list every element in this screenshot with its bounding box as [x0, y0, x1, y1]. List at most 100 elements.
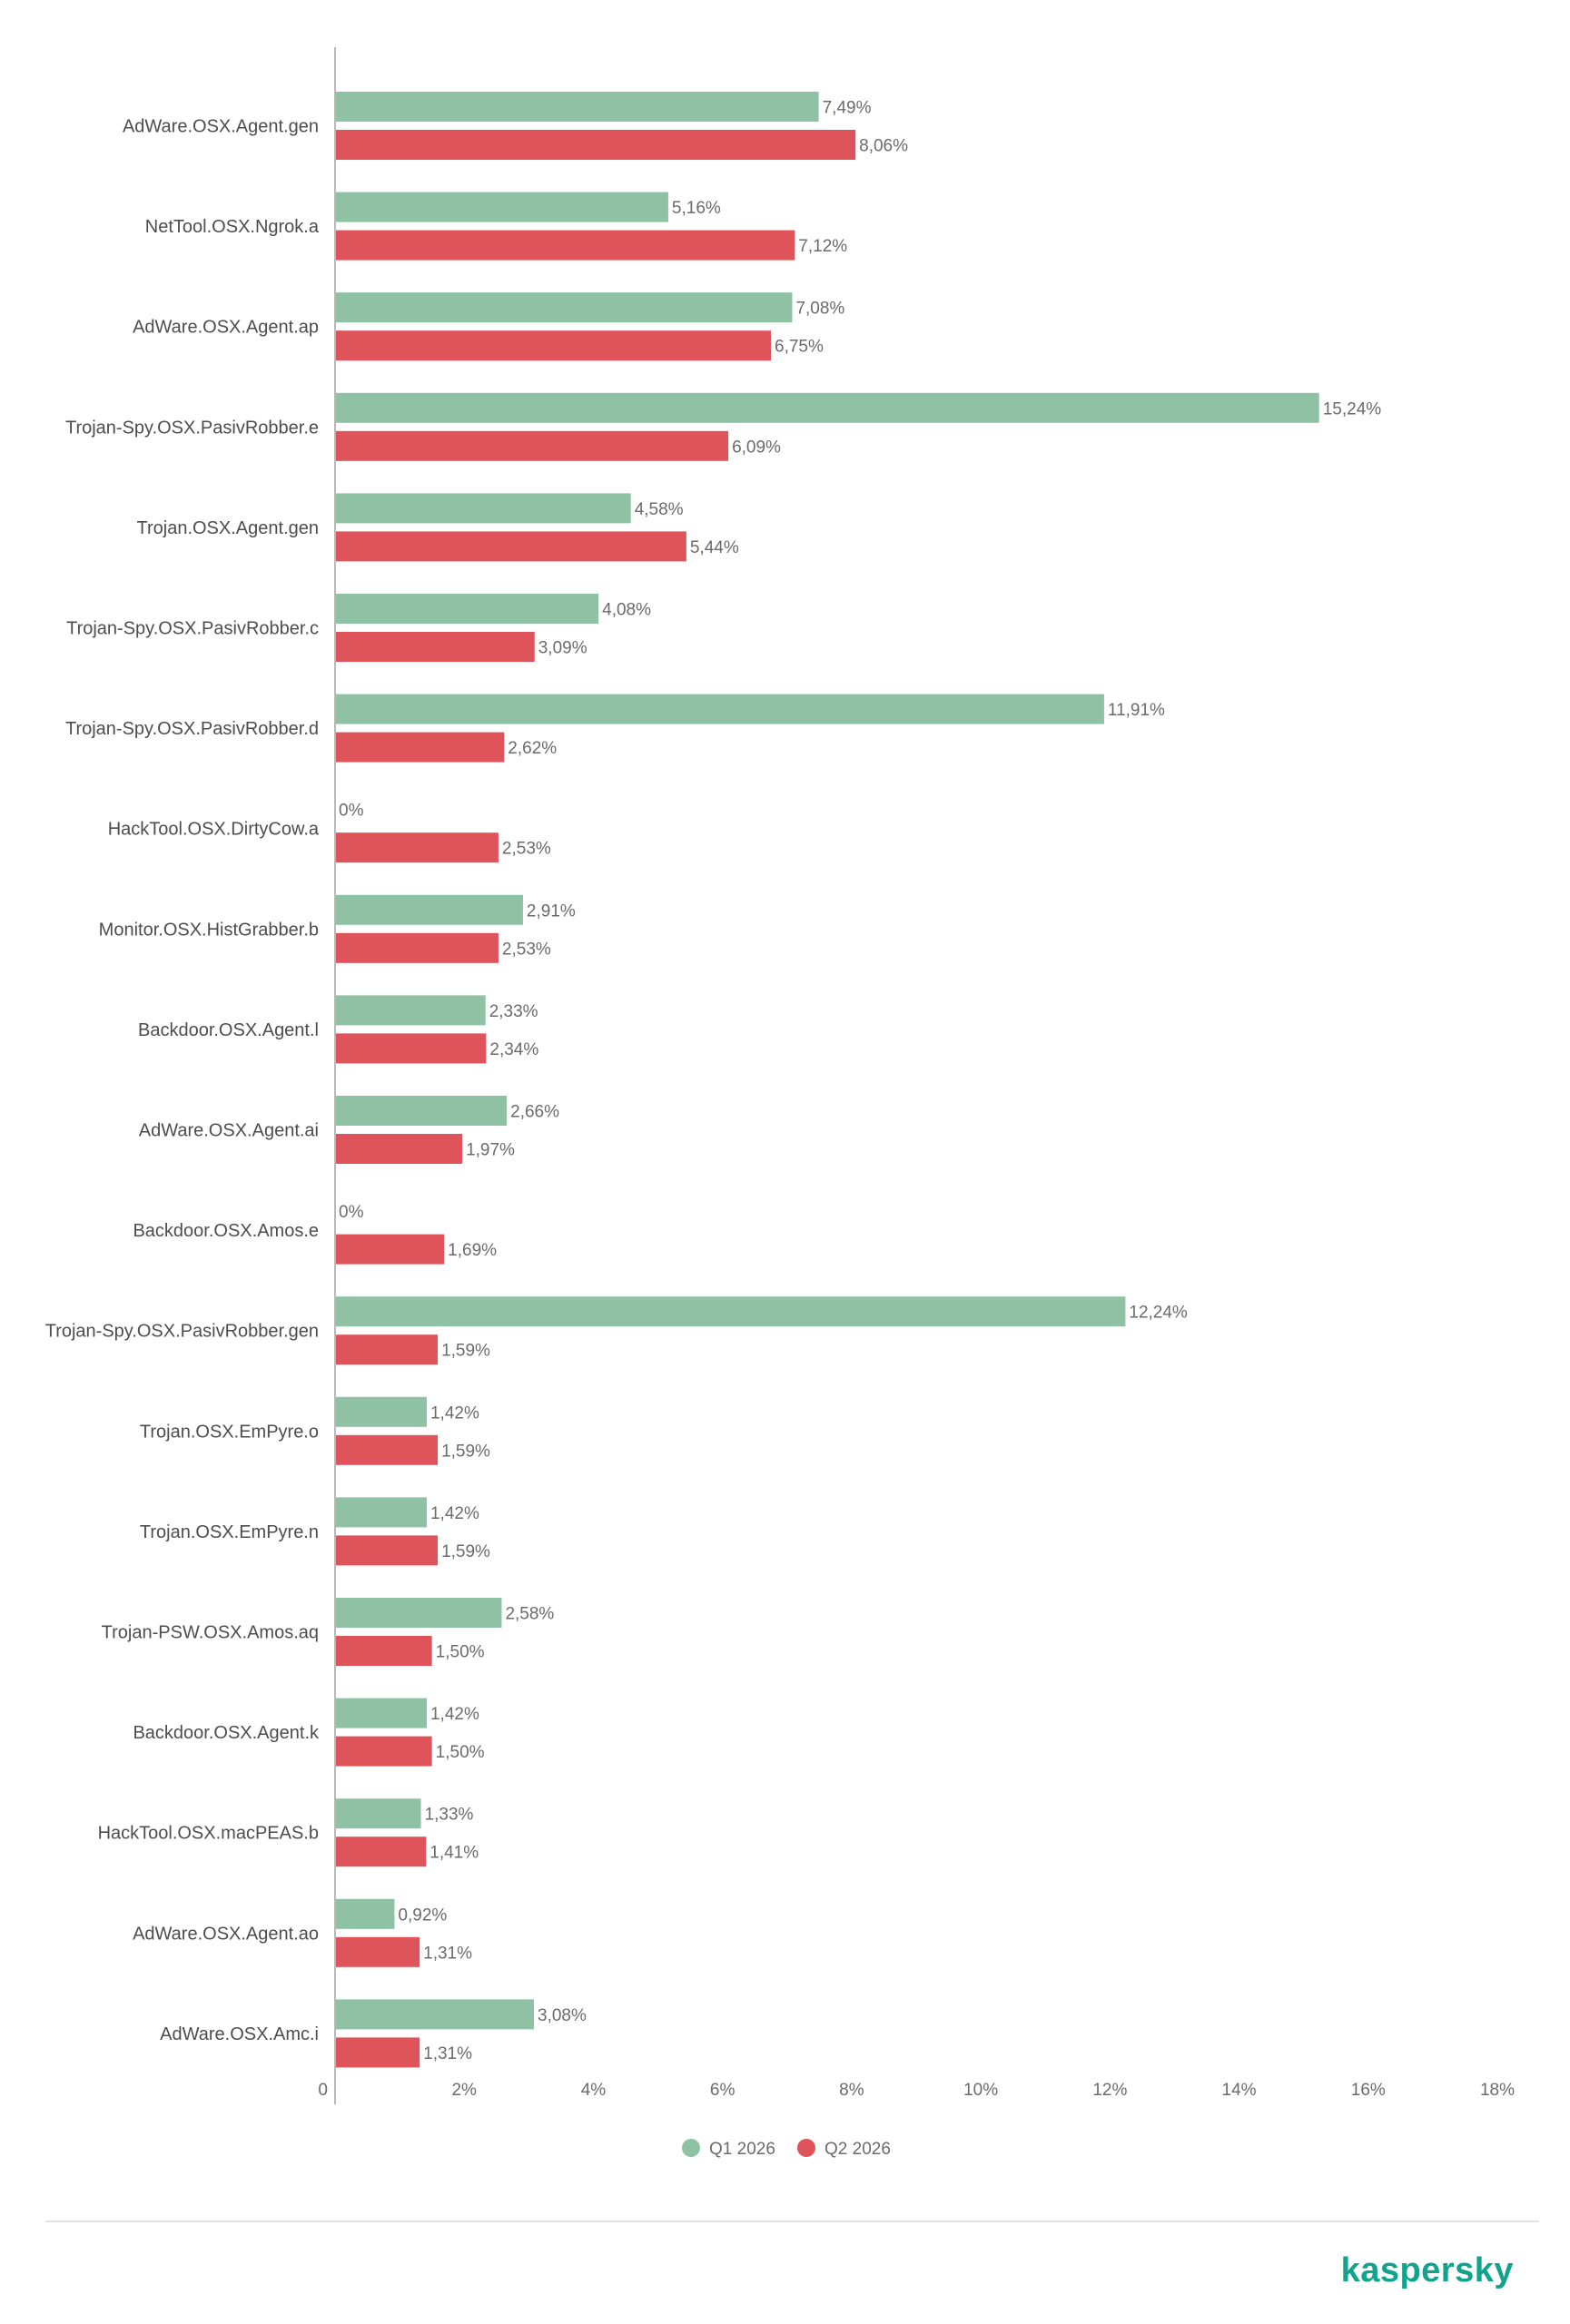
bar-q2	[335, 1334, 439, 1365]
data-label: 4,08%	[602, 601, 651, 620]
data-label: 6,09%	[732, 438, 781, 457]
category-label: Backdoor.OSX.Amos.e	[133, 1221, 319, 1241]
x-tick-label: 6%	[710, 2081, 736, 2100]
bars-layer	[335, 92, 1319, 2068]
data-label: 3,09%	[538, 639, 588, 658]
x-tick-label: 10%	[963, 2081, 998, 2100]
bar-q2	[335, 1434, 439, 1465]
x-tick-label: 0	[318, 2081, 328, 2100]
data-label: 1,50%	[436, 1643, 485, 1662]
category-label: Trojan.OSX.Agent.gen	[137, 518, 320, 538]
data-label: 1,69%	[448, 1241, 497, 1260]
data-label: 1,50%	[436, 1743, 485, 1762]
data-label: 0%	[339, 1203, 364, 1222]
category-label: AdWare.OSX.Agent.gen	[123, 117, 319, 137]
bar-q1	[335, 493, 631, 524]
legend-swatch-q2	[797, 2139, 815, 2157]
category-label: Backdoor.OSX.Agent.k	[133, 1723, 320, 1743]
bar-q2	[335, 1736, 432, 1767]
category-label: Trojan-Spy.OSX.PasivRobber.d	[65, 719, 319, 739]
bar-q2	[335, 330, 771, 361]
bar-q1	[335, 894, 523, 925]
category-label: AdWare.OSX.Agent.ao	[133, 1924, 319, 1944]
category-label: AdWare.OSX.Agent.ap	[133, 318, 319, 338]
data-label: 1,31%	[423, 2044, 472, 2063]
data-label: 6,75%	[775, 338, 824, 357]
category-label: Trojan-Spy.OSX.PasivRobber.gen	[45, 1322, 319, 1342]
data-label: 1,59%	[441, 1442, 490, 1461]
category-label: Monitor.OSX.HistGrabber.b	[99, 920, 319, 940]
data-label: 8,06%	[859, 137, 908, 156]
kaspersky-logo: kaspersky	[1340, 2251, 1514, 2290]
data-label: 1,97%	[466, 1141, 515, 1160]
data-label: 7,08%	[795, 300, 844, 319]
bar-q2	[335, 2037, 420, 2068]
bar-q1	[335, 1898, 395, 1929]
data-label: 1,42%	[430, 1403, 479, 1423]
x-tick-label: 2%	[451, 2081, 477, 2100]
data-label: 1,42%	[430, 1705, 479, 1724]
bar-q1	[335, 1698, 427, 1728]
data-label: 2,33%	[489, 1002, 538, 1021]
legend-swatch-q1	[682, 2139, 700, 2157]
data-label: 12,24%	[1129, 1304, 1188, 1323]
category-label: Trojan.OSX.EmPyre.n	[140, 1522, 319, 1542]
bar-q2	[335, 1234, 445, 1265]
data-label: 2,91%	[527, 901, 576, 921]
data-label: 0%	[339, 802, 364, 821]
bar-q1	[335, 1598, 502, 1628]
data-label: 7,12%	[798, 237, 847, 256]
data-label: 5,44%	[690, 538, 739, 557]
category-label: Trojan-Spy.OSX.PasivRobber.c	[66, 619, 319, 639]
bar-q1	[335, 1798, 421, 1829]
x-tick-label: 12%	[1092, 2081, 1127, 2100]
bar-q2	[335, 932, 499, 963]
bar-q1	[335, 594, 599, 624]
data-label: 1,59%	[441, 1542, 490, 1561]
bar-q2	[335, 130, 856, 160]
x-tick-label: 8%	[839, 2081, 864, 2100]
footer-divider	[45, 2221, 1539, 2222]
bar-q1	[335, 694, 1104, 724]
legend-label-q2: Q2 2026	[824, 2140, 891, 2159]
data-label: 0,92%	[398, 1905, 447, 1925]
bar-q1	[335, 1396, 427, 1427]
bar-q1	[335, 1096, 508, 1126]
category-label: HackTool.OSX.macPEAS.b	[98, 1824, 319, 1844]
data-label: 2,53%	[502, 940, 551, 959]
data-label: 1,33%	[425, 1806, 474, 1825]
data-label: 3,08%	[538, 2006, 587, 2025]
bar-q1	[335, 1296, 1126, 1327]
bar-q2	[335, 1033, 487, 1064]
data-label: 1,41%	[430, 1844, 479, 1863]
x-tick-label: 4%	[581, 2081, 607, 2100]
legend: Q1 2026 Q2 2026	[682, 2139, 891, 2159]
data-label: 1,42%	[430, 1504, 479, 1523]
data-label: 7,49%	[823, 99, 872, 118]
bar-q2	[335, 832, 499, 863]
category-label: Trojan-Spy.OSX.PasivRobber.e	[65, 418, 319, 438]
x-tick-label: 14%	[1222, 2081, 1257, 2100]
data-label: 4,58%	[635, 500, 684, 519]
bar-q2	[335, 1837, 427, 1867]
bar-q2	[335, 1134, 463, 1164]
x-tick-label: 18%	[1480, 2081, 1515, 2100]
category-label: AdWare.OSX.Amc.i	[160, 2024, 319, 2044]
category-label: NetTool.OSX.Ngrok.a	[145, 217, 320, 237]
bar-q2	[335, 1535, 439, 1566]
bar-q2	[335, 1936, 420, 1967]
x-tick-label: 16%	[1351, 2081, 1386, 2100]
bar-q1	[335, 392, 1319, 423]
data-label: 2,34%	[489, 1040, 538, 1059]
bar-q1	[335, 192, 668, 222]
bar-q2	[335, 1636, 432, 1666]
data-label: 5,16%	[672, 199, 721, 218]
bar-q1	[335, 92, 819, 122]
bar-q2	[335, 732, 505, 763]
data-label: 2,53%	[502, 840, 551, 859]
bar-q1	[335, 292, 793, 323]
data-label: 11,91%	[1108, 701, 1165, 720]
data-label: 1,31%	[423, 1944, 472, 1963]
category-label: HackTool.OSX.DirtyCow.a	[108, 820, 320, 840]
